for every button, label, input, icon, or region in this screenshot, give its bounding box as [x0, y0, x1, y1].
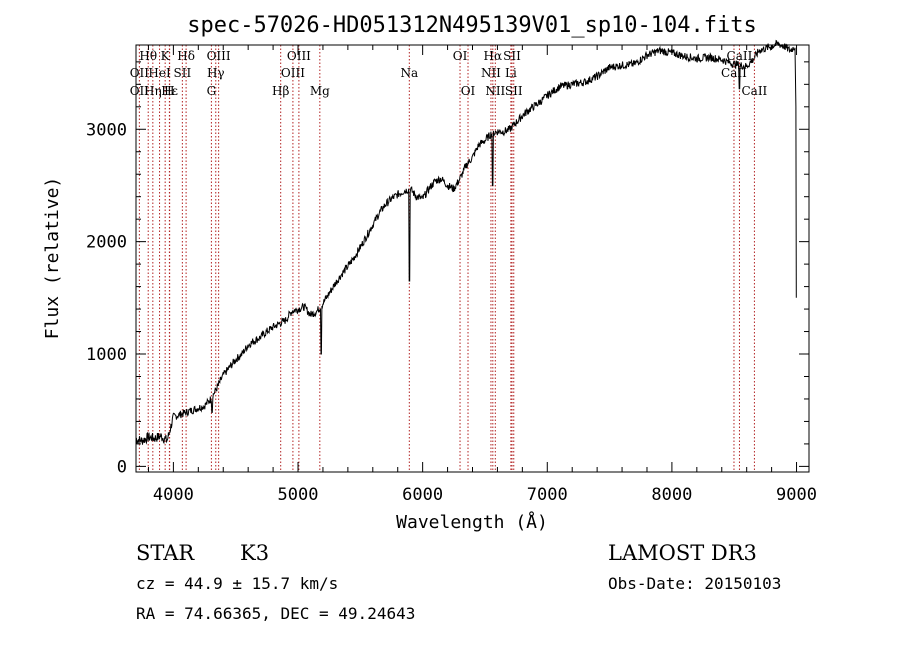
chart-title: spec-57026-HD051312N495139V01_sp10-104.f… [187, 13, 757, 38]
redshift-value: cz = 44.9 ± 15.7 km/s [136, 574, 338, 593]
spectral-line-label: OI [461, 84, 476, 98]
spectral-line-label: Hε [161, 84, 178, 98]
plot-frame [135, 44, 810, 473]
spectral-line-label: Hη [144, 84, 162, 98]
coordinates: RA = 74.66365, DEC = 49.24643 [136, 604, 415, 623]
spectral-line-label: Hθ [139, 49, 157, 63]
survey-name: LAMOST DR3 [608, 541, 757, 565]
spectral-line-label: SII [503, 49, 521, 63]
spectral-line-label: H [164, 84, 174, 98]
spectral-line-label: Hγ [207, 66, 225, 80]
spectral-line-label: HeI [148, 66, 171, 80]
x-axis-label: Wavelength (Å) [396, 511, 548, 533]
obs-date: Obs-Date: 20150103 [608, 574, 781, 593]
spectral-line-markers [138, 45, 755, 472]
spectral-line-label: SII [174, 66, 192, 80]
spectral-line-label: Hα [484, 49, 503, 63]
spectral-line-label: K [161, 49, 171, 63]
spectral-line-label: NII [485, 84, 505, 98]
y-tick-label: 0 [117, 457, 127, 477]
spectral-line-label: CaII [727, 49, 753, 63]
spectral-line-label: OII [130, 84, 150, 98]
x-tick-label: 7000 [527, 485, 568, 505]
spectrum-line [135, 39, 797, 445]
spectral-line-label: OI [453, 49, 468, 63]
spectral-line-label: Na [400, 66, 418, 80]
spectral-line-label: CaII [741, 84, 767, 98]
spectral-line-label: Mg [310, 84, 330, 98]
x-tick-label: 8000 [651, 485, 692, 505]
y-tick-label: 1000 [86, 345, 127, 365]
x-axis-ticks: 4000 5000 6000 7000 8000 9000 [147, 45, 817, 505]
spectral-line-label: OIII [287, 49, 311, 63]
y-axis-label: Flux (relative) [42, 177, 63, 340]
y-tick-label: 2000 [86, 233, 127, 253]
y-axis-ticks: 0 1000 2000 3000 [86, 61, 809, 477]
spectral-line-label: Hδ [177, 49, 195, 63]
x-tick-label: 5000 [278, 485, 319, 505]
spectral-line-label: SII [505, 84, 523, 98]
spectral-line-label: OIII [207, 49, 231, 63]
spectral-line-label: OII [130, 66, 150, 80]
subclass: K3 [240, 541, 269, 565]
spectral-line-label: Hβ [272, 84, 289, 98]
spectral-line-label: OIII [281, 66, 305, 80]
spectral-line-label: NII [481, 66, 501, 80]
object-type: STAR [136, 541, 195, 565]
x-tick-label: 9000 [776, 485, 817, 505]
spectral-line-label: G [207, 84, 217, 98]
spectral-line-label: Li [505, 66, 517, 80]
x-tick-label: 6000 [402, 485, 443, 505]
y-tick-label: 3000 [86, 120, 127, 140]
spectral-line-label: CaII [721, 66, 747, 80]
x-tick-label: 4000 [153, 485, 194, 505]
